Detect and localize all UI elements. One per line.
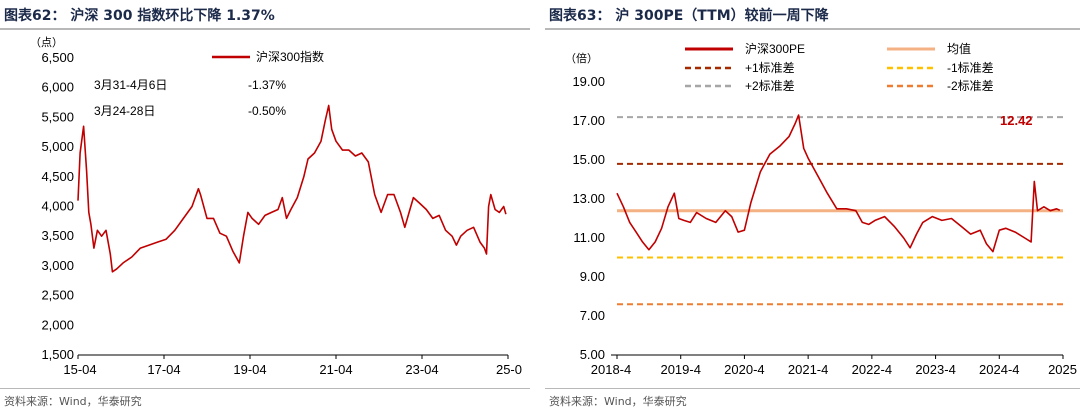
y-tick-label: 13.00 [572,191,605,206]
annotation-label: 3月24-28日 [94,104,155,118]
x-tick-label: 2024-4 [979,362,1019,377]
x-tick-label: 25-0 [496,362,522,377]
x-tick-label: 21-04 [319,362,352,377]
legend-label: 沪深300PE [745,42,805,56]
y-tick-label: 17.00 [572,113,605,128]
chart-panel-left: 图表62： 沪深 300 指数环比下降 1.37% （点） 6,500 6,000 5… [0,0,530,415]
chart-title: 图表62： 沪深 300 指数环比下降 1.37% [4,8,275,24]
y-tick-label: 5,000 [41,139,74,154]
chart-title: 图表63： 沪 300PE（TTM）较前一周下降 [549,8,829,24]
y-tick-label: 6,500 [41,50,74,65]
annotation-latest-value: 12.42 [1000,113,1033,128]
y-tick-label: 2,500 [41,288,74,303]
source-divider [0,388,530,389]
series-line-pe [616,114,1061,253]
legend-label: -1标准差 [947,61,994,75]
y-tick-label: 3,500 [41,228,74,243]
title-bar: 图表62： 沪深 300 指数环比下降 1.37% [0,0,530,30]
legend-label: -2标准差 [947,79,994,93]
title-bar: 图表63： 沪 300PE（TTM）较前一周下降 [545,0,1080,30]
y-tick-label: 4,500 [41,169,74,184]
x-tick-label: 19-04 [233,362,266,377]
y-tick-label: 5,500 [41,109,74,124]
legend-label: +1标准差 [745,61,795,75]
x-tick-label: 15-04 [63,362,96,377]
x-tick-label: 2025 [1048,362,1077,377]
y-axis-label: （倍） [565,51,598,65]
y-tick-label: 1,500 [41,347,74,362]
y-tick-label: 6,000 [41,80,74,95]
annotation-label: 3月31-4月6日 [94,78,167,92]
x-tick-label: 2022-4 [852,362,892,377]
source-divider [545,388,1080,389]
series-line-hs300 [77,104,507,273]
chart-source: 资料来源：Wind，华泰研究 [549,395,687,408]
x-tick-label: 23-04 [405,362,438,377]
annotation-value: -0.50% [248,104,286,118]
y-tick-label: 5.00 [580,347,605,362]
chart-source: 资料来源：Wind，华泰研究 [4,395,142,408]
y-tick-label: 11.00 [573,230,605,245]
x-tick-label: 2023-4 [915,362,955,377]
y-tick-label: 15.00 [572,152,605,167]
annotation-value: -1.37% [248,78,286,92]
x-tick-label: 2021-4 [788,362,828,377]
y-axis-label: （点） [30,36,63,49]
x-tick-label: 2020-4 [724,362,764,377]
y-tick-label: 9.00 [580,269,605,284]
y-tick-label: 4,000 [41,199,74,214]
y-tick-label: 3,000 [41,258,74,273]
x-tick-label: 17-04 [147,362,180,377]
y-tick-label: 19.00 [572,74,605,89]
legend-label: 均值 [947,41,971,56]
legend-label: 沪深300指数 [256,49,324,64]
y-tick-label: 2,000 [41,317,74,332]
line-chart-pe: （倍） 19.00 17.00 15.00 13.00 11.00 9.00 7.00 5.00… [565,41,1077,377]
x-tick-label: 2019-4 [660,362,700,377]
y-tick-label: 7.00 [580,308,605,323]
x-tick-label: 2018-4 [591,362,631,377]
line-chart-hs300: （点）6,500 6,000 5,500 5,000 4,500 4,000 3,500 3,… [30,36,522,377]
chart-panel-right: 图表63： 沪 300PE（TTM）较前一周下降 （倍） 19.00 17.00 15… [545,0,1080,415]
legend-label: +2标准差 [745,79,795,93]
